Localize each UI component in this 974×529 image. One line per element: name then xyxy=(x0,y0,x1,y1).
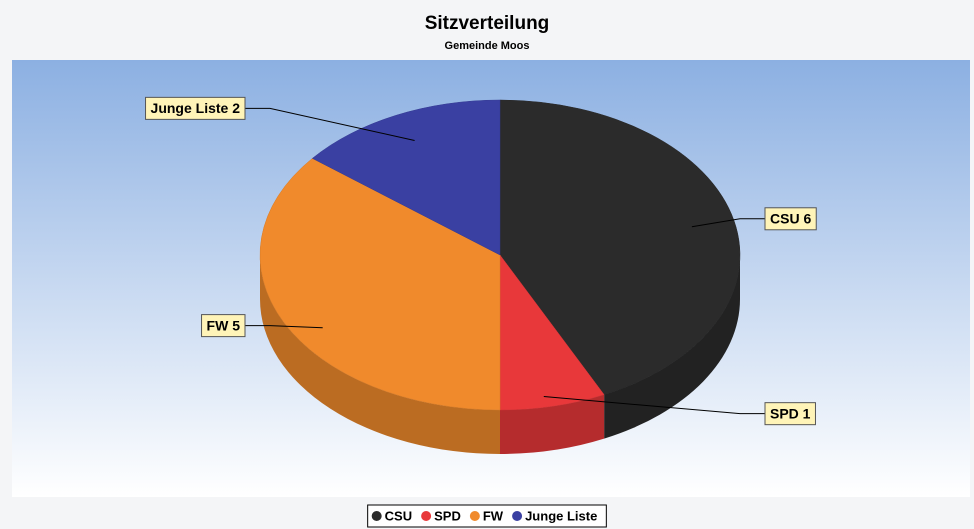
legend-marker xyxy=(512,511,523,521)
label-box xyxy=(764,207,817,231)
chart-title: Sitzverteilung xyxy=(425,13,550,34)
legend-marker xyxy=(421,511,432,521)
labels: CSU 6 SPD 1 FW 5 Junge Liste 2 xyxy=(145,96,817,426)
label-box xyxy=(201,314,246,338)
slice-side xyxy=(604,255,740,439)
data-label: Junge Liste 2 xyxy=(151,100,241,116)
slice xyxy=(259,158,501,411)
chart-subtitle: Gemeinde Moos xyxy=(445,40,530,52)
legend-marker xyxy=(469,511,480,521)
legend-marker xyxy=(371,511,382,521)
slice xyxy=(499,99,741,395)
data-label: FW 5 xyxy=(207,317,241,333)
legend-box xyxy=(367,504,607,528)
data-label-group: FW 5 xyxy=(201,314,323,338)
slice-side xyxy=(500,394,605,454)
slice xyxy=(499,254,605,411)
slice xyxy=(311,99,501,256)
data-label-group: CSU 6 xyxy=(691,207,817,231)
legend: CSU SPD FW Junge Liste xyxy=(367,504,607,528)
pie xyxy=(259,99,741,454)
legend-label: Junge Liste xyxy=(525,508,597,523)
data-label: SPD 1 xyxy=(770,405,811,421)
data-label: CSU 6 xyxy=(770,210,811,226)
leader-line xyxy=(691,218,765,228)
leader-line xyxy=(543,396,765,415)
label-box xyxy=(764,402,816,426)
data-label-group: Junge Liste 2 xyxy=(145,96,415,141)
legend-label: FW xyxy=(483,508,504,523)
legend-label: SPD xyxy=(434,508,461,523)
label-box xyxy=(145,96,246,120)
leader-line xyxy=(245,107,415,141)
legend-label: CSU xyxy=(385,508,412,523)
data-label-group: SPD 1 xyxy=(543,396,816,426)
leader-line xyxy=(245,325,323,329)
slice-side xyxy=(260,255,500,454)
